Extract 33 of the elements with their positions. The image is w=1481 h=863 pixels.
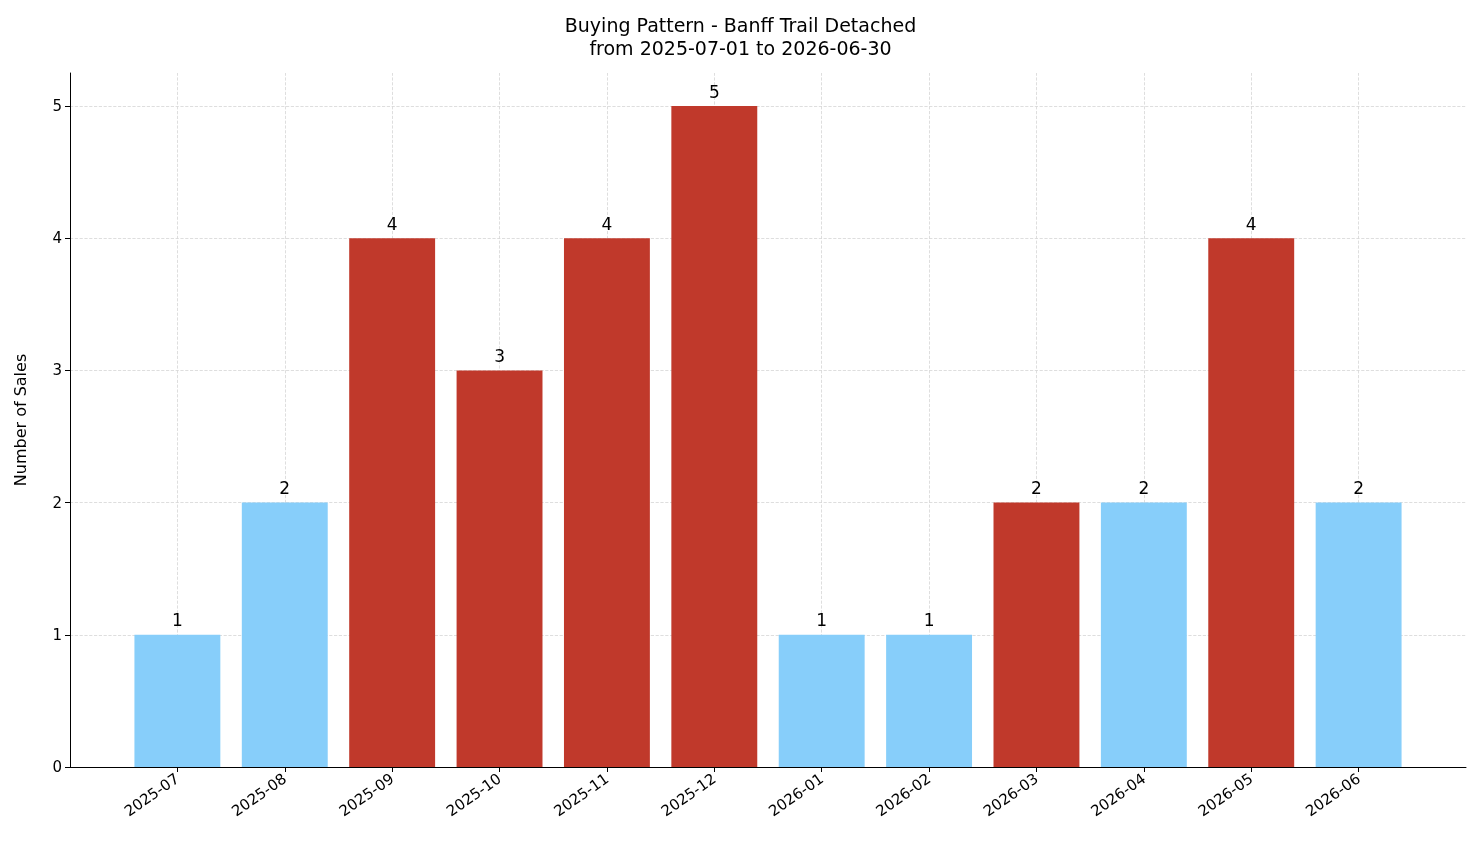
bar [778,634,865,767]
chart-subtitle: from 2025-07-01 to 2026-06-30 [589,36,892,59]
bar [671,106,758,767]
y-tick-label: 4 [52,229,62,248]
bar [563,238,650,767]
bar [349,238,436,767]
data-label: 4 [601,213,613,234]
y-tick-label: 5 [52,97,62,116]
bar [241,502,328,767]
y-tick-label: 2 [52,493,62,512]
bar [886,634,973,767]
data-label: 1 [923,610,935,631]
data-label: 1 [171,610,183,631]
data-label: 4 [386,213,398,234]
y-tick-label: 3 [52,361,62,380]
data-label: 2 [1031,478,1042,499]
data-label: 5 [708,81,720,102]
y-tick-label: 1 [52,625,62,644]
bar [1208,238,1295,767]
bar [134,634,221,767]
bar [993,502,1080,767]
data-label: 2 [1138,478,1150,499]
chart-title: Buying Pattern - Banff Trail Detached [564,13,917,36]
y-axis-title: Number of Sales [10,353,30,487]
bar [1100,502,1187,767]
data-label: 2 [279,478,291,499]
y-tick-label: 0 [52,758,62,776]
data-label: 3 [494,345,505,366]
bar [456,370,543,767]
data-label: 2 [1353,478,1365,499]
bar [1315,502,1402,767]
data-label: 1 [816,610,828,631]
data-label: 4 [1245,213,1257,234]
